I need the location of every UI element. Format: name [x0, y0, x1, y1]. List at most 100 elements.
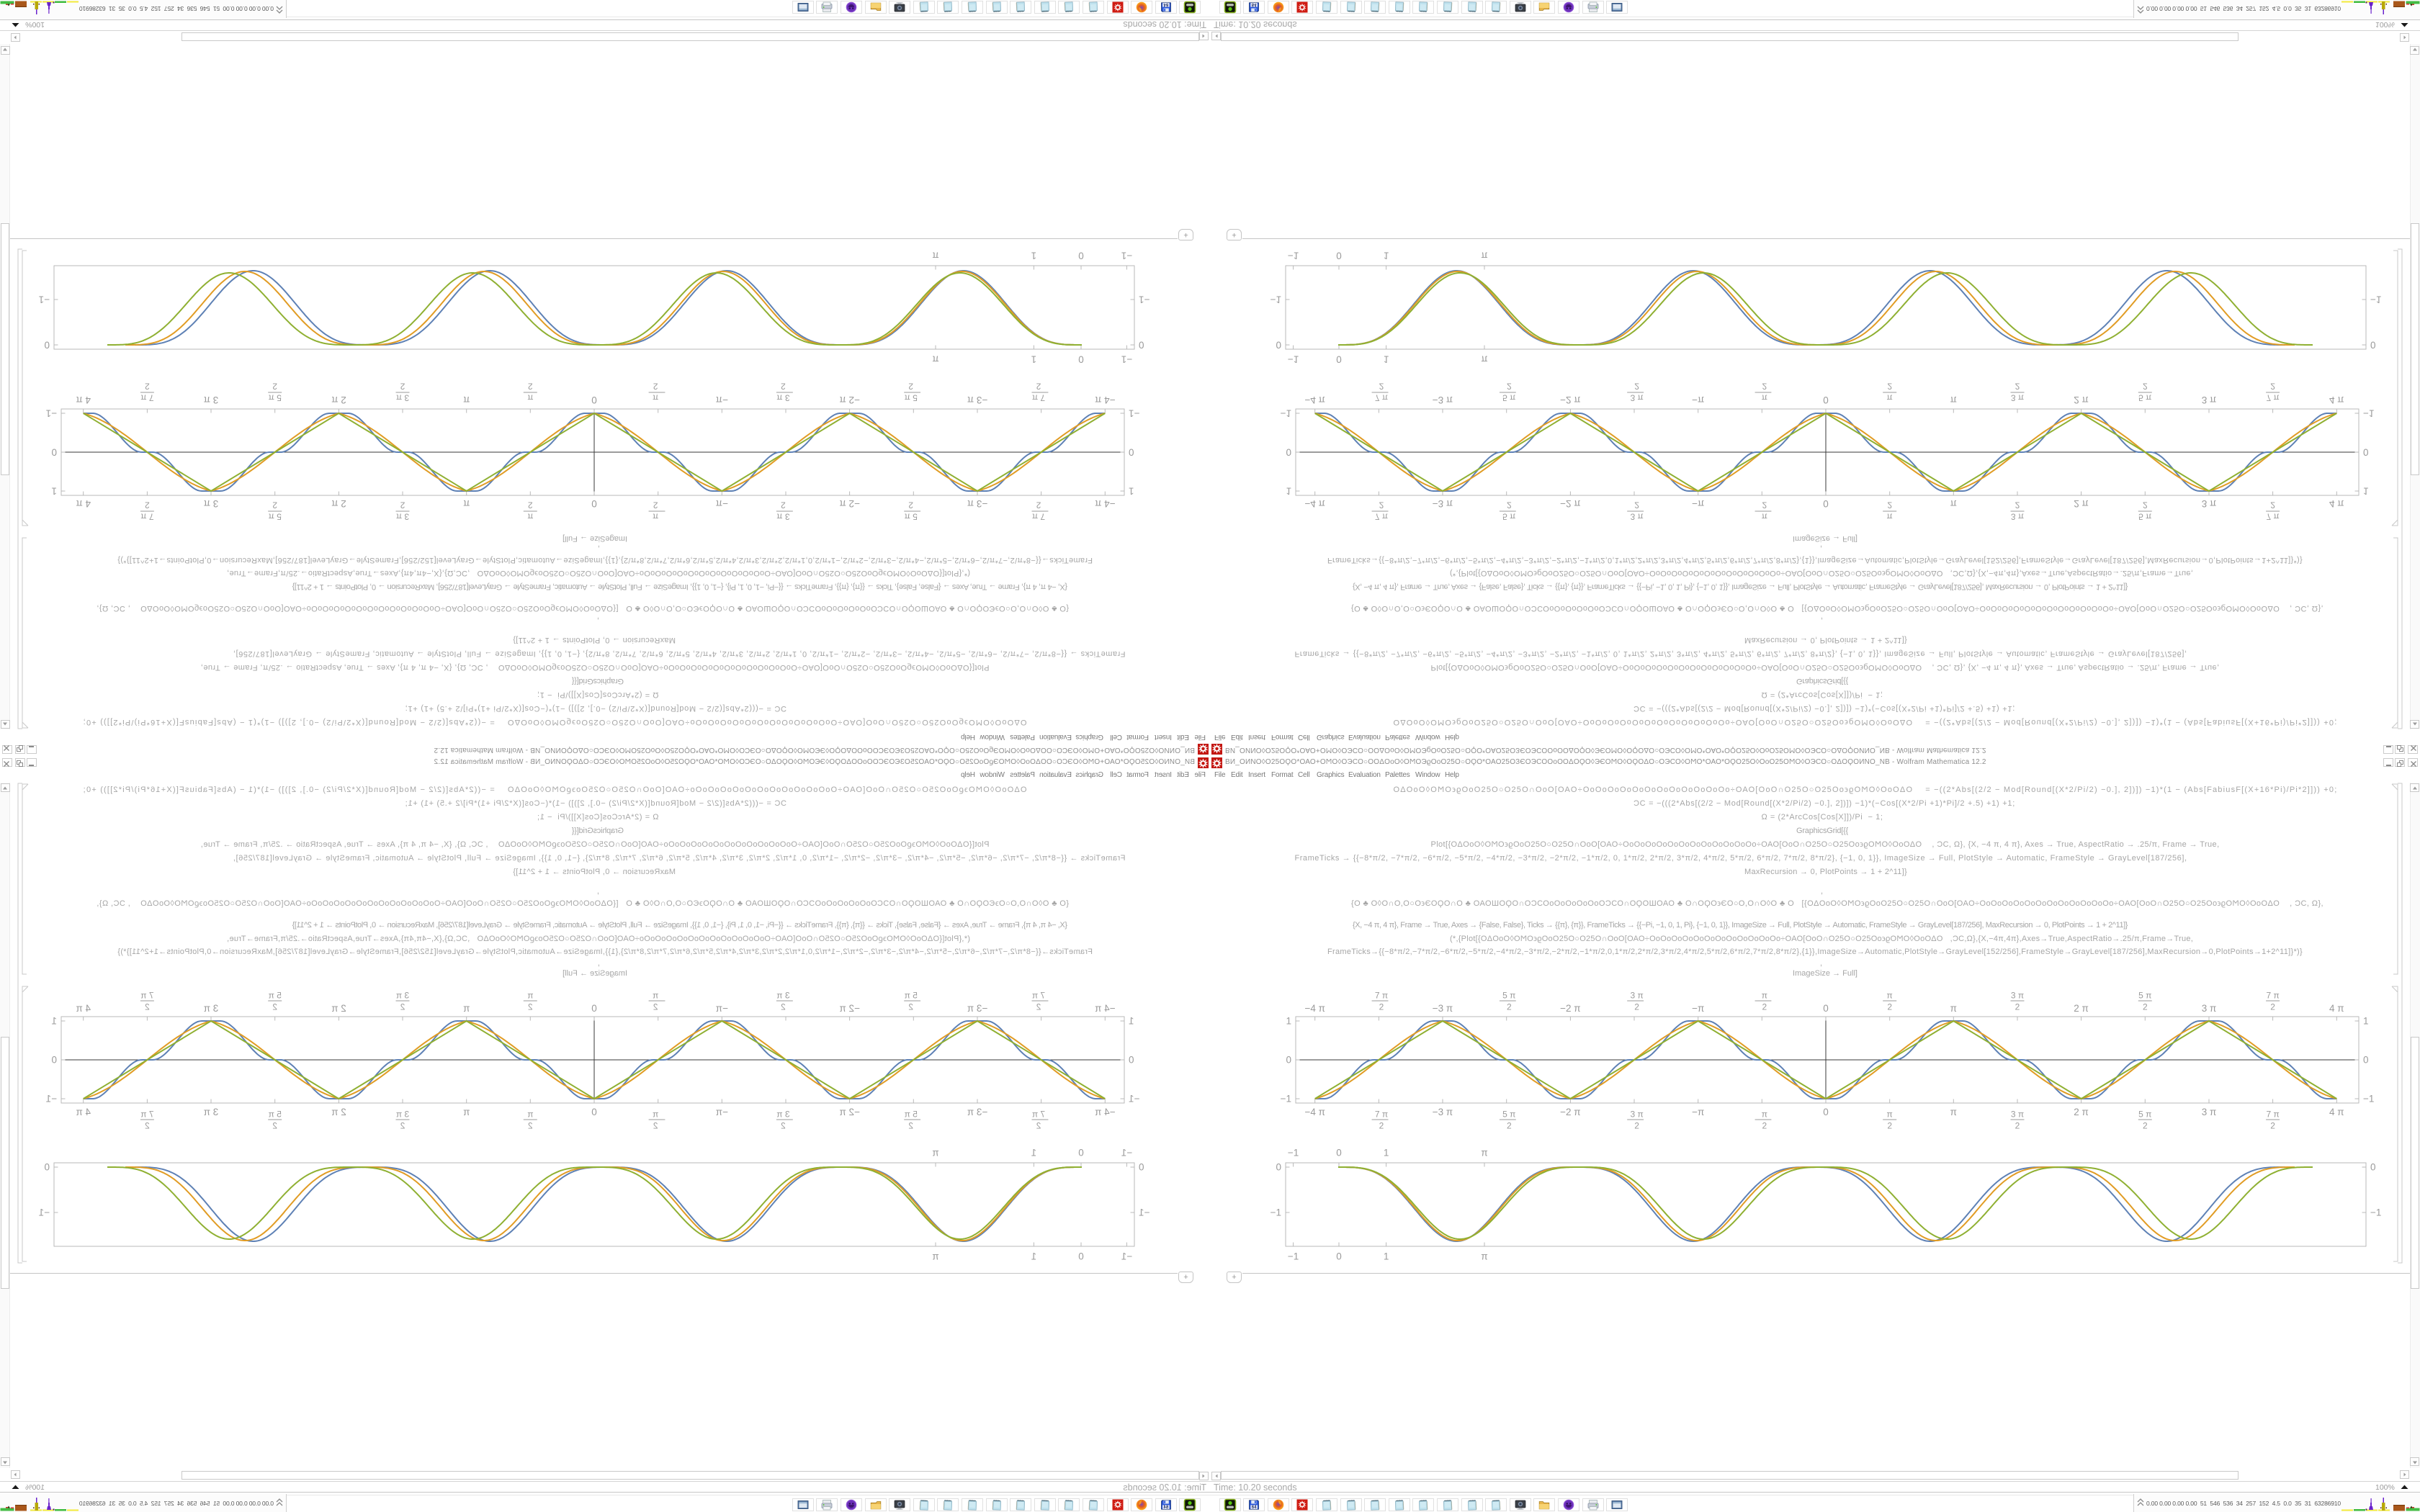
svg-text:7 π: 7 π: [1032, 1110, 1045, 1120]
svg-text:0: 0: [51, 1055, 57, 1066]
svg-text:2 π: 2 π: [2074, 498, 2089, 509]
svg-text:3 π: 3 π: [204, 395, 219, 405]
svg-text:π: π: [1762, 512, 1767, 522]
svg-text:π: π: [932, 251, 938, 261]
svg-text:−: −: [1627, 1115, 1633, 1125]
svg-text:2 π: 2 π: [331, 1107, 346, 1117]
svg-text:−1: −1: [1139, 294, 1150, 305]
svg-text:−π: −π: [1692, 1107, 1704, 1117]
svg-text:0: 0: [1078, 1148, 1084, 1158]
svg-text:5 π: 5 π: [905, 991, 918, 1001]
svg-text:−: −: [787, 506, 793, 517]
svg-text:−: −: [1043, 996, 1049, 1007]
svg-text:2: 2: [1634, 500, 1639, 510]
svg-text:2: 2: [2015, 1121, 2020, 1131]
svg-text:64: 64: [1252, 1506, 1257, 1510]
svg-text:−: −: [660, 387, 666, 398]
svg-text:−1: −1: [2370, 294, 2381, 305]
svg-text:2 π: 2 π: [331, 395, 346, 405]
svg-text:3 π: 3 π: [2011, 512, 2024, 522]
svg-text:−4 π: −4 π: [1304, 1107, 1325, 1117]
svg-text:−: −: [915, 506, 921, 517]
svg-text:−1: −1: [2363, 1094, 2374, 1104]
svg-text:−: −: [1754, 1115, 1760, 1125]
svg-text:−3 π: −3 π: [967, 1003, 987, 1014]
svg-text:5 π: 5 π: [269, 1110, 282, 1120]
svg-text:2: 2: [272, 500, 277, 510]
svg-text:7 π: 7 π: [2266, 512, 2279, 522]
svg-text:5 π: 5 π: [905, 393, 918, 403]
svg-text:0: 0: [1336, 251, 1342, 261]
svg-text:π: π: [1481, 1148, 1487, 1158]
svg-text:4 π: 4 π: [2329, 1003, 2344, 1014]
svg-text:π: π: [653, 512, 658, 522]
svg-text:3 π: 3 π: [2202, 395, 2217, 405]
svg-text:2: 2: [528, 1002, 533, 1012]
svg-text:2: 2: [145, 1002, 150, 1012]
svg-text:−1: −1: [2363, 408, 2374, 419]
svg-text:2: 2: [1379, 500, 1384, 510]
svg-text:2: 2: [400, 1002, 405, 1012]
svg-text:2: 2: [400, 500, 405, 510]
svg-text:2: 2: [781, 1121, 786, 1131]
svg-text:−: −: [1627, 506, 1633, 517]
svg-text:π: π: [1481, 251, 1487, 261]
svg-text:2: 2: [653, 1121, 658, 1131]
svg-text:2: 2: [1379, 1002, 1384, 1012]
svg-text:0: 0: [1336, 1148, 1342, 1158]
svg-text:5 π: 5 π: [269, 991, 282, 1001]
svg-text:2: 2: [1762, 500, 1767, 510]
svg-text:3 π: 3 π: [396, 393, 409, 403]
svg-text:2: 2: [2015, 1002, 2020, 1012]
svg-text:7 π: 7 π: [1375, 393, 1388, 403]
svg-text:1: 1: [1384, 1251, 1389, 1262]
svg-text:3 π: 3 π: [204, 1003, 219, 1014]
svg-text:1: 1: [1286, 1016, 1291, 1027]
svg-text:0: 0: [1336, 1251, 1342, 1262]
svg-text:−: −: [915, 996, 921, 1007]
svg-text:2: 2: [1036, 500, 1041, 510]
svg-text:2: 2: [1762, 1121, 1767, 1131]
svg-text:−: −: [1754, 506, 1760, 517]
svg-text:0: 0: [2370, 1162, 2376, 1173]
svg-text:−2 π: −2 π: [839, 498, 859, 509]
svg-text:2: 2: [1887, 382, 1892, 392]
svg-text:2 π: 2 π: [2074, 395, 2089, 405]
svg-text:0: 0: [1139, 1162, 1144, 1173]
svg-text:−1: −1: [1129, 408, 1139, 419]
svg-text:2: 2: [1379, 382, 1384, 392]
svg-text:3 π: 3 π: [396, 991, 409, 1001]
svg-text:0: 0: [591, 1107, 597, 1117]
svg-text:2 π: 2 π: [2074, 1003, 2089, 1014]
svg-text:−1: −1: [39, 294, 50, 305]
svg-text:π: π: [463, 1003, 470, 1014]
svg-text:3 π: 3 π: [1630, 393, 1643, 403]
svg-text:−1: −1: [1121, 251, 1132, 261]
svg-text:−1: −1: [1121, 354, 1132, 365]
svg-text:0: 0: [1286, 447, 1291, 458]
svg-text:π: π: [527, 1110, 533, 1120]
svg-text:2: 2: [528, 1121, 533, 1131]
svg-text:0: 0: [1336, 354, 1342, 365]
svg-text:0: 0: [44, 1162, 50, 1173]
svg-text:−4 π: −4 π: [1095, 498, 1115, 509]
svg-text:π: π: [1887, 991, 1893, 1001]
svg-text:1: 1: [1031, 1148, 1037, 1158]
svg-text:π: π: [1481, 354, 1487, 365]
svg-text:2: 2: [272, 382, 277, 392]
svg-text:2: 2: [145, 500, 150, 510]
svg-text:−1: −1: [1270, 1207, 1281, 1218]
svg-text:2: 2: [1507, 1002, 1512, 1012]
svg-text:5 π: 5 π: [2138, 512, 2151, 522]
svg-text:2: 2: [1762, 382, 1767, 392]
svg-text:2 π: 2 π: [2074, 1107, 2089, 1117]
svg-text:2: 2: [145, 382, 150, 392]
svg-text:π: π: [1887, 1110, 1893, 1120]
svg-text:−: −: [915, 387, 921, 398]
svg-text:1: 1: [2363, 486, 2369, 497]
svg-text:3 π: 3 π: [1630, 1110, 1643, 1120]
svg-text:2: 2: [400, 1121, 405, 1131]
svg-text:−: −: [1371, 996, 1377, 1007]
svg-text:1: 1: [1031, 251, 1037, 261]
svg-text:−4 π: −4 π: [1304, 1003, 1325, 1014]
